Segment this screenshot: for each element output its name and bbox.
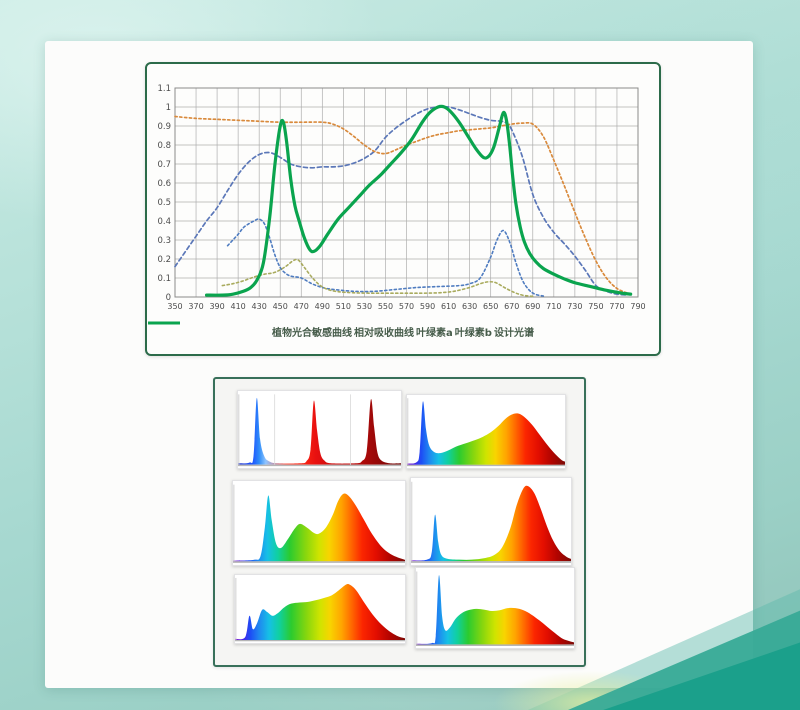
x-tick-label: 370	[188, 302, 203, 311]
legend-item-1: 相对吸收曲线	[148, 322, 415, 339]
content-card: 350 370 390 410 430 450 470 490 510 530 550 570 590 6…	[45, 41, 753, 688]
series-1	[174, 115, 629, 295]
x-tick-label: 630	[462, 302, 477, 311]
x-tick-label: 710	[546, 302, 561, 311]
x-tick-label: 690	[525, 302, 540, 311]
x-tick-label: 730	[567, 302, 582, 311]
x-tick-label: 530	[357, 302, 372, 311]
chart-svg: 350 370 390 410 430 450 470 490 510 530 550 570 590 6…	[157, 84, 645, 311]
x-tick-label: 490	[315, 302, 330, 311]
legend-item-0: 植物光合敏感曲线	[148, 322, 353, 339]
chart-legend: 植物光合敏感曲线 相对吸收曲线 叶绿素a 叶绿素b 设计光谱	[147, 318, 659, 344]
legend-label: 相对吸收曲线	[354, 327, 415, 339]
y-tick-label: 0.1	[157, 274, 171, 284]
x-tick-label: 450	[273, 302, 288, 311]
y-tick-label: 0.7	[157, 160, 171, 170]
series-0	[174, 105, 629, 296]
y-tick-label: 0.2	[157, 255, 171, 265]
spectrum-thumbnail-violet-blue-plateau-red	[234, 574, 406, 644]
legend-label: 植物光合敏感曲线	[272, 327, 353, 339]
x-tick-label: 410	[230, 302, 245, 311]
x-tick-label: 770	[609, 302, 624, 311]
y-tick-label: 0.3	[157, 236, 171, 246]
x-tick-label: 470	[294, 302, 309, 311]
y-tick-label: 0	[166, 293, 171, 303]
legend-label: 设计光谱	[493, 327, 534, 339]
legend-item-4: 设计光谱	[148, 321, 534, 339]
y-tick-label: 0.8	[157, 141, 171, 151]
x-tick-label: 610	[441, 302, 456, 311]
spectrum-thumbnail-blue-green-red-full-spectrum	[232, 480, 406, 566]
legend-item-2: 叶绿素a	[148, 322, 453, 339]
x-tick-label: 550	[378, 302, 393, 311]
series-4	[204, 104, 633, 297]
spectrum-thumbnail-blue-spike-large-red-peak	[410, 477, 572, 566]
y-tick-label: 0.5	[157, 198, 171, 208]
x-tick-label: 790	[630, 302, 645, 311]
x-tick-label: 570	[399, 302, 414, 311]
spectrum-thumbnail-tall-blue-spike-flat-plateau	[415, 567, 575, 649]
spectrum-thumbnail-blue-red-farred-peaks	[237, 390, 402, 469]
x-tick-label: 750	[588, 302, 603, 311]
y-tick-label: 0.4	[157, 217, 171, 227]
x-tick-label: 650	[483, 302, 498, 311]
y-tick-label: 0.6	[157, 179, 171, 189]
x-tick-label: 350	[167, 302, 182, 311]
legend-label: 叶绿素b	[454, 327, 492, 339]
spectral-curves-chart-frame: 350 370 390 410 430 450 470 490 510 530 550 570 590 6…	[145, 62, 661, 356]
x-tick-label: 670	[504, 302, 519, 311]
spectra-thumbnails-panel	[213, 377, 586, 667]
x-tick-label: 510	[336, 302, 351, 311]
y-tick-label: 1.1	[157, 84, 171, 94]
y-tick-label: 0.9	[157, 122, 171, 132]
x-tick-label: 430	[252, 302, 267, 311]
x-tick-label: 590	[420, 302, 435, 311]
x-tick-label: 390	[209, 302, 224, 311]
legend-item-3: 叶绿素b	[148, 322, 492, 339]
legend-label: 叶绿素a	[416, 327, 453, 339]
legend-line-sample	[148, 321, 180, 325]
spectrum-thumbnail-blue-peak-broad-red	[406, 394, 566, 469]
y-tick-label: 1	[166, 103, 171, 113]
